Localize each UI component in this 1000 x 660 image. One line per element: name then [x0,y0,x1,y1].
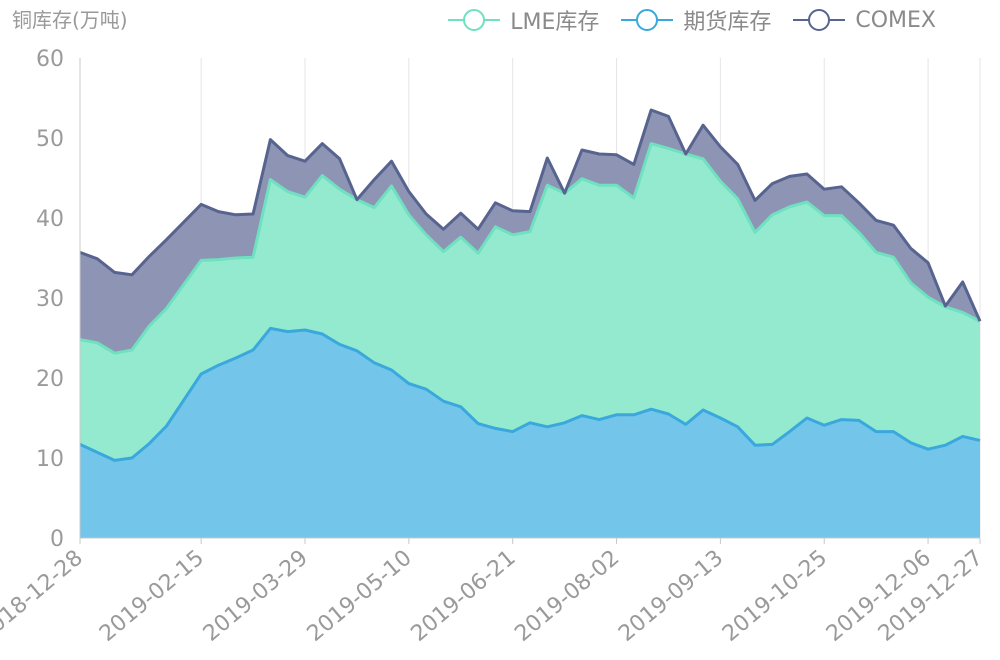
y-tick-label-6: 60 [36,47,64,72]
series-area-1 [80,143,980,461]
series-line-2 [79,108,982,322]
series-areas [79,108,982,538]
legend-lme-swatch-icon [448,9,501,31]
legend: LME库存 期货库存 COMEX [448,4,936,36]
x-tick-label-4: 2019-06-21 [407,545,521,646]
series-line-1 [79,142,981,355]
y-tick-label-5: 50 [36,127,64,152]
x-tick-label-2: 2019-03-29 [199,545,313,646]
legend-futures-label: 期货库存 [683,10,772,35]
x-tick-label-7: 2019-10-25 [718,545,832,646]
x-tick-label-0: 2018-12-28 [0,545,88,646]
x-tick-label-3: 2019-05-10 [303,545,417,646]
legend-item-lme[interactable]: LME库存 [448,4,599,36]
y-tick-label-3: 30 [36,287,64,312]
y-axis-title: 铜库存(万吨) [12,8,128,32]
x-tick-label-6: 2019-09-13 [614,545,728,646]
legend-item-comex[interactable]: COMEX [793,8,936,33]
x-tick-label-1: 2019-02-15 [95,545,209,646]
y-tick-label-4: 40 [36,207,64,232]
legend-comex-swatch-icon [793,9,846,31]
legend-item-futures[interactable]: 期货库存 [621,4,771,36]
y-tick-label-2: 20 [36,367,64,392]
y-tick-label-0: 0 [50,527,64,552]
y-tick-label-1: 10 [36,447,64,472]
legend-futures-swatch-icon [621,9,674,31]
legend-comex-label: COMEX [855,7,936,33]
series-area-0 [80,328,980,538]
x-tick-label-5: 2019-08-02 [510,545,624,646]
legend-lme-label: LME库存 [510,10,600,35]
series-line-0 [79,326,981,462]
